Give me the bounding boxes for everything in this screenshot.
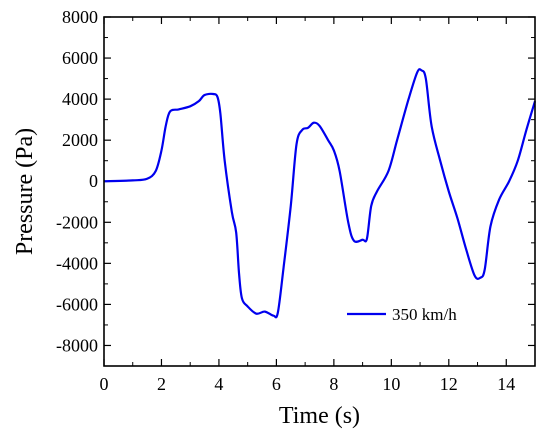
x-tick-label: 8 <box>329 374 338 394</box>
x-tick-label: 6 <box>272 374 281 394</box>
y-tick-label: -2000 <box>56 212 98 232</box>
series-group <box>103 68 537 319</box>
y-tick-label: -4000 <box>56 253 98 273</box>
legend: 350 km/h <box>347 305 457 324</box>
x-tick-label: 14 <box>497 374 515 394</box>
axis-tick-labels: 0 2 4 6 8 10 12 14 -8000 -6000 -4000 -2000 0 2000 4000… <box>56 7 515 394</box>
y-axis-title: Pressure (Pa) <box>12 128 38 255</box>
x-tick-label: 2 <box>157 374 166 394</box>
legend-label-350-kmh: 350 km/h <box>392 305 457 324</box>
y-tick-label: -8000 <box>56 335 98 355</box>
y-tick-label: 4000 <box>62 89 98 109</box>
y-tick-label: 6000 <box>62 48 98 68</box>
y-tick-label: 2000 <box>62 130 98 150</box>
x-tick-label: 0 <box>100 374 109 394</box>
y-tick-label: 8000 <box>62 7 98 27</box>
x-tick-label: 12 <box>440 374 458 394</box>
x-axis-title: Time (s) <box>279 403 360 429</box>
y-tick-label: -6000 <box>56 294 98 314</box>
x-tick-label: 4 <box>214 374 223 394</box>
y-tick-label: 0 <box>89 171 98 191</box>
x-tick-label: 10 <box>382 374 400 394</box>
axis-ticks <box>103 16 535 366</box>
plot-area-frame <box>103 16 536 367</box>
series-line-350-kmh <box>103 68 537 319</box>
